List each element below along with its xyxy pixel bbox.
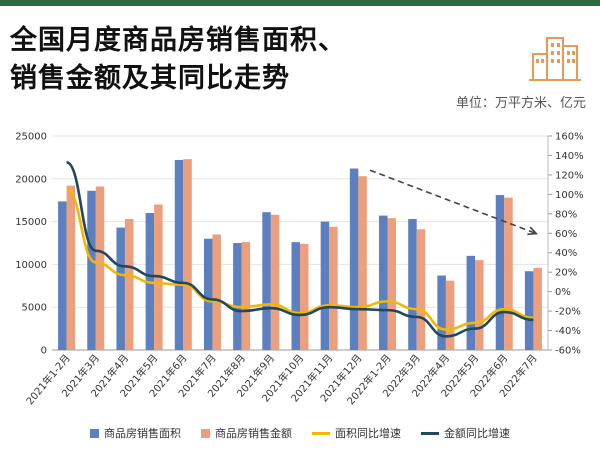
y-right-tick-label: 40%	[555, 248, 577, 259]
bar-sales-amount	[445, 280, 455, 350]
legend-swatch-amount-yoy	[421, 431, 439, 435]
bar-sales-amount	[183, 159, 192, 350]
unit-note: 单位：万平方米、亿元	[455, 96, 586, 111]
y-right-tick-label: 160%	[555, 132, 584, 143]
y-right-tick-label: 100%	[555, 190, 584, 201]
legend-label-area: 商品房销售面积	[104, 427, 181, 440]
bar-sales-area	[262, 212, 271, 350]
legend-label-area-yoy: 面积同比增速	[335, 427, 401, 440]
bar-sales-area	[87, 190, 96, 350]
legend-swatch-amount	[201, 428, 210, 438]
y-right-tick-label: 80%	[555, 209, 577, 220]
bar-sales-area	[524, 271, 534, 350]
bar-sales-amount	[66, 185, 76, 350]
bar-sales-area	[203, 238, 213, 350]
trend-arrow-head	[527, 226, 539, 236]
chart-title-line-1: 全国月度商品房销售面积、	[10, 25, 346, 56]
y-left-tick-label: 25000	[15, 132, 47, 143]
bar-sales-amount	[504, 197, 513, 350]
line-area-yoy	[66, 188, 534, 331]
bar-sales-area	[320, 221, 330, 350]
bar-sales-area	[349, 168, 359, 350]
legend-label-amount: 商品房销售金额	[215, 427, 292, 440]
y-right-tick-label: 140%	[555, 151, 584, 162]
y-right-tick-label: 120%	[555, 170, 584, 181]
legend-item-area: 商品房销售面积	[90, 425, 181, 441]
y-right-tick-label: 20%	[555, 268, 577, 279]
legend-item-area-yoy: 面积同比增速	[312, 425, 401, 441]
y-right-tick-label: 60%	[555, 229, 577, 240]
top-accent-bar	[0, 0, 600, 6]
y-right-tick-label: -40%	[555, 326, 581, 337]
x-tick-label: 2021年1-2月	[23, 352, 73, 408]
y-right-tick-label: 0%	[555, 287, 571, 298]
legend-swatch-area	[90, 428, 99, 438]
bar-sales-amount	[241, 242, 251, 350]
y-left-tick-label: 10000	[15, 260, 47, 271]
bar-sales-amount	[329, 226, 338, 350]
bar-sales-amount	[300, 243, 309, 350]
bar-sales-area	[116, 227, 125, 350]
bar-sales-amount	[533, 267, 542, 350]
line-amount-yoy	[65, 160, 534, 338]
bar-sales-amount	[387, 218, 397, 350]
legend-item-amount-yoy: 金额同比增速	[421, 425, 510, 441]
bar-sales-area	[379, 215, 388, 350]
bar-sales-area	[495, 195, 505, 350]
bar-sales-area	[291, 242, 300, 350]
y-right-tick-label: -60%	[555, 346, 581, 357]
legend: 商品房销售面积 商品房销售金额 面积同比增速 金额同比增速	[0, 422, 600, 444]
bar-sales-area	[58, 201, 67, 350]
bar-sales-amount	[475, 260, 484, 350]
bar-sales-area	[437, 275, 446, 350]
legend-swatch-area-yoy	[312, 431, 330, 435]
y-left-tick-label: 15000	[15, 217, 47, 228]
title-block: 全国月度商品房销售面积、 销售金额及其同比走势	[10, 22, 450, 98]
bar-sales-area	[466, 255, 476, 350]
buildings-icon	[529, 37, 581, 81]
bar-sales-amount	[358, 176, 367, 350]
chart-area: 0 5000 10000 15000 20000 25000 -60% -40% -20% 0% 2…	[15, 132, 584, 408]
bar-sales-amount	[124, 219, 134, 350]
legend-label-amount-yoy: 金额同比增速	[444, 427, 510, 440]
chart-title-line-2: 销售金额及其同比走势	[10, 63, 290, 94]
bar-sales-area	[233, 243, 242, 350]
bar-sales-area	[408, 219, 417, 350]
y-left-tick-label: 5000	[22, 303, 47, 314]
bar-sales-area	[174, 159, 184, 350]
bar-sales-amount	[270, 214, 280, 350]
bar-sales-amount	[416, 229, 426, 350]
y-left-tick-label: 0	[41, 346, 47, 357]
y-left-tick-label: 20000	[15, 174, 47, 185]
bar-sales-amount	[212, 234, 221, 350]
y-right-tick-label: -20%	[555, 307, 581, 318]
bar-sales-amount	[95, 186, 105, 350]
legend-item-amount: 商品房销售金额	[201, 425, 292, 441]
